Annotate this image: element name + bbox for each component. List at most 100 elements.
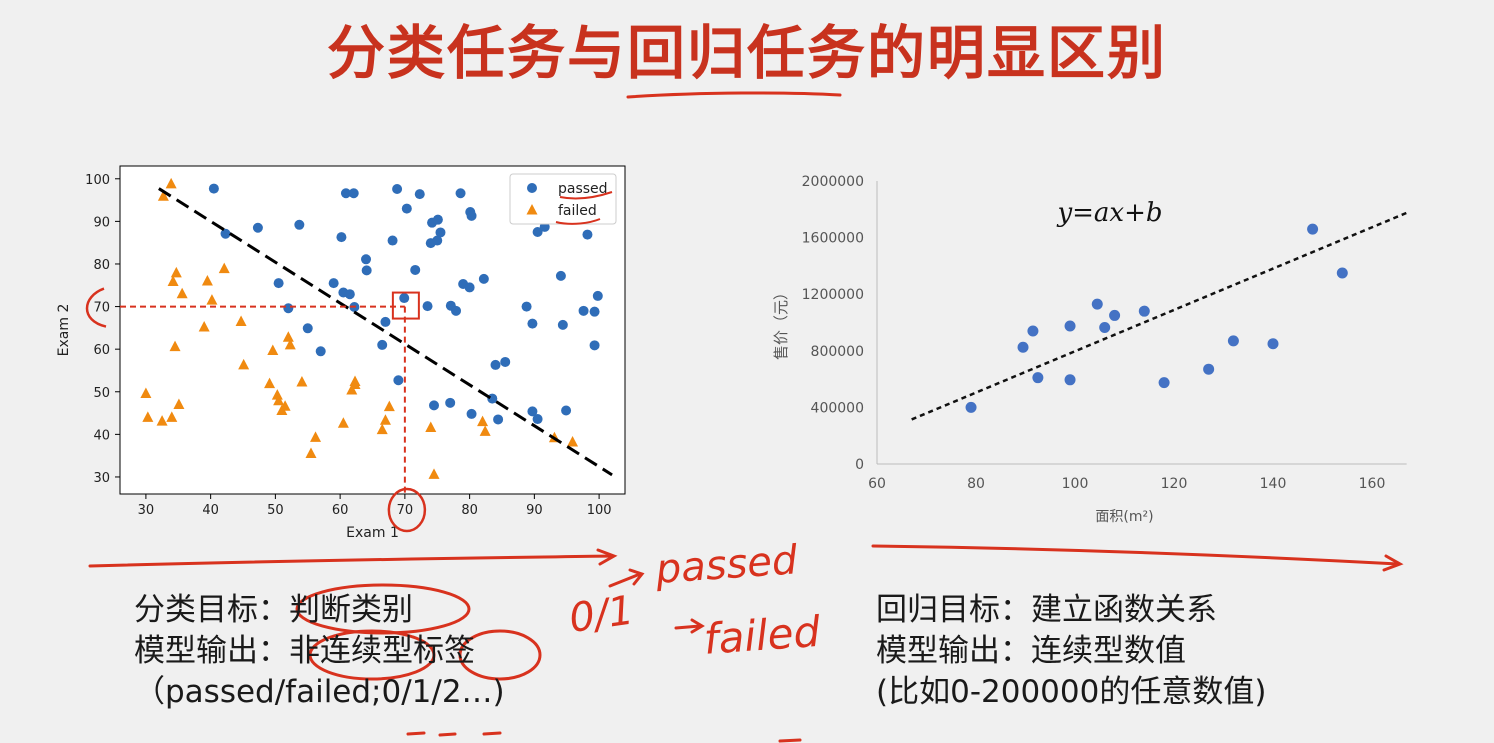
passed-point xyxy=(315,346,326,357)
x-tick-label: 60 xyxy=(868,476,886,492)
y-axis-label: 售价（元） xyxy=(772,285,790,360)
failed-point xyxy=(346,384,358,395)
data-point xyxy=(1027,325,1039,337)
passed-point xyxy=(466,210,477,221)
y-tick-label: 90 xyxy=(93,215,110,230)
y-tick-label: 100 xyxy=(85,173,110,188)
x-tick-label: 120 xyxy=(1161,476,1188,492)
passed-point xyxy=(527,406,538,417)
handwritten-zero-one: 0/1 xyxy=(566,587,636,642)
failed-point xyxy=(376,423,388,435)
passed-point xyxy=(302,323,313,334)
circle-non-continuous xyxy=(308,629,436,681)
passed-point xyxy=(455,188,466,199)
passed-point xyxy=(432,214,443,225)
classification-description: 分类目标：判断类别 模型输出：非连续型标签 （passed/failed;0/1… xyxy=(134,590,505,713)
failed-point xyxy=(273,394,285,406)
failed-point xyxy=(264,377,276,389)
failed-point xyxy=(279,400,291,411)
passed-point xyxy=(451,305,462,316)
passed-point xyxy=(432,235,443,246)
x-tick-label: 70 xyxy=(397,503,414,518)
passed-point xyxy=(392,184,403,195)
handwritten-failed: failed xyxy=(702,607,822,664)
y-tick-label: 800000 xyxy=(811,344,864,360)
failed-point xyxy=(166,411,178,422)
legend-passed-marker xyxy=(527,183,537,193)
legend: passed failed xyxy=(509,173,617,225)
handwritten-passed: passed xyxy=(653,537,799,593)
x-tick-label: 90 xyxy=(526,503,543,518)
x-tick-label: 80 xyxy=(461,503,478,518)
failed-point xyxy=(169,340,181,352)
legend-failed-label: failed xyxy=(558,203,597,219)
passed-point xyxy=(555,270,566,281)
x-tick-label: 60 xyxy=(332,503,349,518)
passed-point xyxy=(252,222,263,233)
y-tick-label: 0 xyxy=(855,457,864,473)
y-tick-label: 50 xyxy=(93,386,110,401)
passed-point xyxy=(464,282,475,293)
passed-point xyxy=(435,227,446,238)
failed-point xyxy=(238,358,250,370)
regression-goal: 回归目标：建立函数关系 xyxy=(876,592,1217,628)
failed-point xyxy=(167,275,179,286)
x-tick-label: 100 xyxy=(587,503,612,518)
failed-point xyxy=(310,431,322,442)
regression-output-examples: (比如0-200000的任意数值) xyxy=(876,674,1267,710)
passed-point xyxy=(561,405,572,416)
passed-point xyxy=(410,264,421,275)
failed-point xyxy=(218,262,230,274)
passed-point xyxy=(490,359,501,370)
data-point xyxy=(1099,321,1111,333)
failed-point xyxy=(140,387,152,398)
page-title: 分类任务与回归任务的明显区别 xyxy=(326,19,1167,87)
passed-point xyxy=(527,318,538,329)
data-point xyxy=(1017,341,1029,353)
y-axis-label: Exam 2 xyxy=(56,304,72,357)
x-tick-label: 160 xyxy=(1359,476,1386,492)
data-point xyxy=(1109,309,1121,321)
passed-point xyxy=(582,229,593,240)
passed-point xyxy=(422,301,433,312)
passed-point xyxy=(377,339,388,350)
failed-point xyxy=(282,331,294,342)
y-tick-label: 1200000 xyxy=(802,287,864,303)
passed-point xyxy=(340,188,351,199)
legend-passed-label: passed xyxy=(558,181,608,197)
passed-point xyxy=(521,301,532,312)
regression-output: 模型输出：连续型数值 xyxy=(876,633,1186,669)
data-point xyxy=(1064,374,1076,386)
y-tick-label: 40 xyxy=(93,428,110,443)
failed-point xyxy=(305,447,317,459)
passed-point xyxy=(589,340,600,351)
failed-point xyxy=(170,266,182,278)
failed-point xyxy=(156,415,168,426)
left-underline-arrow xyxy=(88,554,614,568)
data-point xyxy=(1032,372,1044,384)
passed-point xyxy=(399,293,410,304)
passed-point xyxy=(387,235,398,246)
passed-point xyxy=(273,278,284,289)
failed-point xyxy=(173,398,185,410)
failed-point xyxy=(235,315,247,326)
passed-point xyxy=(493,414,504,425)
passed-point xyxy=(294,219,305,230)
circle-judge-class xyxy=(295,583,471,635)
title-underline xyxy=(626,91,842,99)
passed-point xyxy=(393,375,404,386)
legend-failed-marker xyxy=(526,204,538,215)
passed-point xyxy=(589,306,600,317)
passed-point xyxy=(380,316,391,327)
failed-point xyxy=(479,425,491,436)
data-point xyxy=(1267,338,1279,350)
right-underline-arrow xyxy=(871,544,1400,566)
data-point xyxy=(1138,305,1150,317)
passed-point xyxy=(344,289,355,300)
passed-point xyxy=(578,305,589,316)
passed-point xyxy=(429,400,440,411)
passed-point xyxy=(466,408,477,419)
equation-label: y=ax+b xyxy=(1056,198,1162,228)
